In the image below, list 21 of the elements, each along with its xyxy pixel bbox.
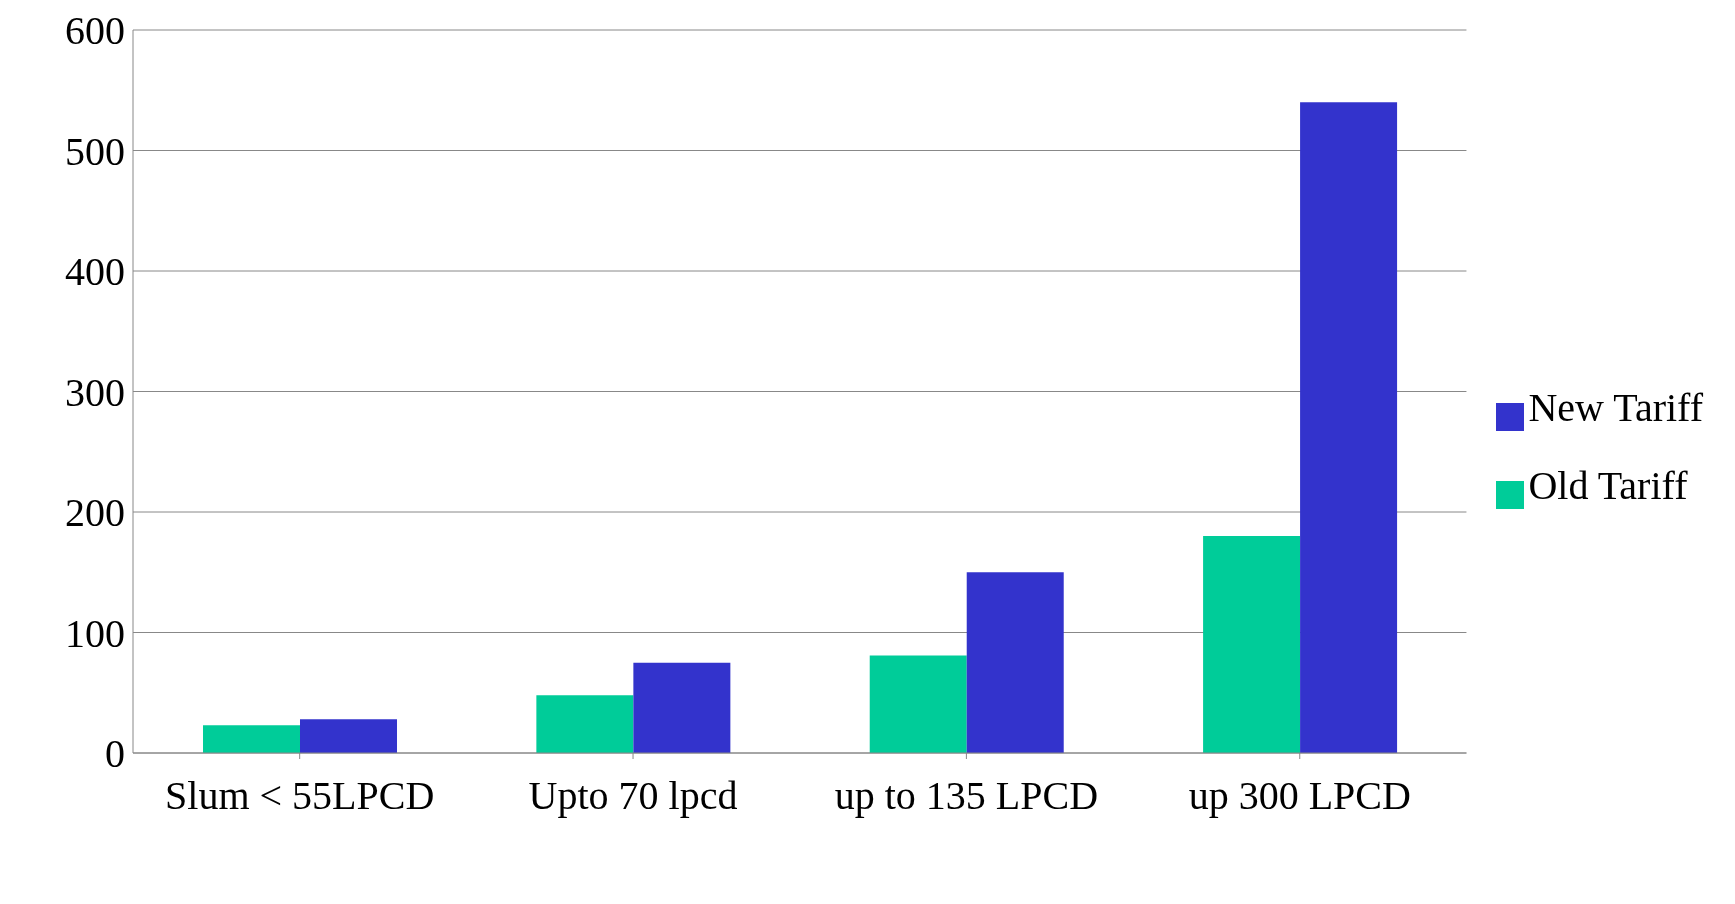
- bar: [869, 655, 967, 753]
- x-tick-label: Slum < 55LPCD: [165, 773, 435, 818]
- x-tick-label: up to 135 LPCD: [834, 773, 1099, 818]
- y-tick-label: 200: [65, 490, 125, 536]
- legend-label: Old Tariff: [1528, 462, 1688, 508]
- bar: [536, 695, 634, 753]
- y-tick-label: 300: [65, 369, 125, 415]
- y-tick-label: 0: [105, 731, 125, 777]
- x-tick-label: up 300 LPCD: [1188, 773, 1411, 818]
- bar: [1300, 102, 1398, 753]
- y-tick-label: 400: [65, 249, 125, 295]
- x-tick-label: Upto 70 lpcd: [528, 773, 738, 818]
- bar: [966, 572, 1064, 753]
- y-tick-label: 100: [65, 610, 125, 656]
- y-tick-label: 500: [65, 128, 125, 174]
- bar: [203, 725, 301, 753]
- bar: [633, 662, 731, 753]
- bar: [300, 719, 398, 753]
- legend-label: New Tariff: [1528, 384, 1703, 430]
- bar: [1203, 536, 1301, 753]
- y-tick-label: 600: [65, 8, 125, 54]
